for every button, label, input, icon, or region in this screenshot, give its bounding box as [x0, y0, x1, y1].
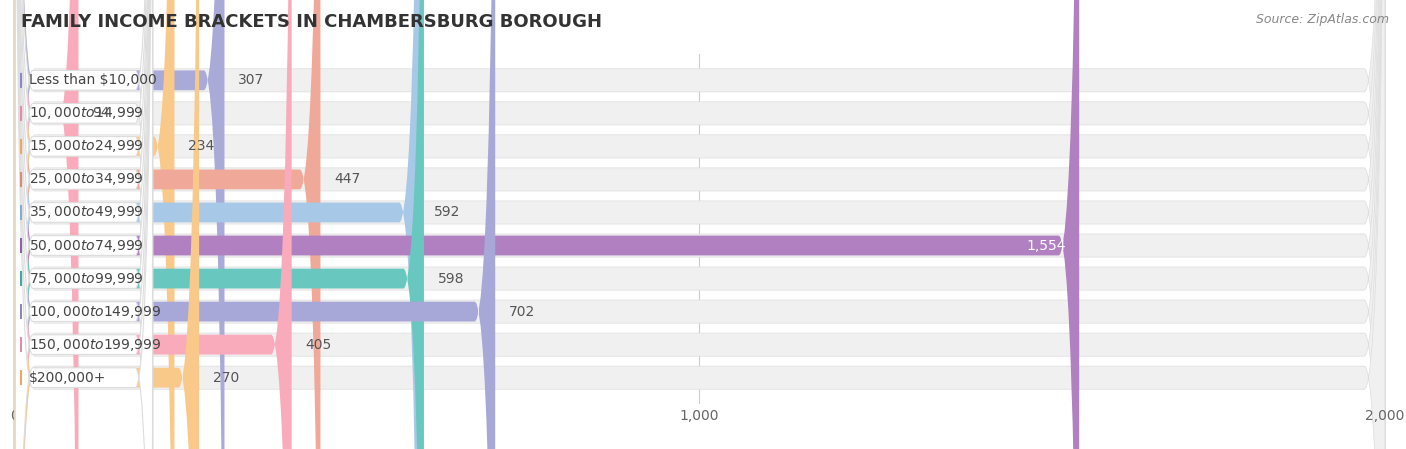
Text: 447: 447 — [335, 172, 360, 186]
FancyBboxPatch shape — [14, 0, 1385, 449]
FancyBboxPatch shape — [14, 0, 495, 449]
Text: FAMILY INCOME BRACKETS IN CHAMBERSBURG BOROUGH: FAMILY INCOME BRACKETS IN CHAMBERSBURG B… — [21, 13, 602, 31]
FancyBboxPatch shape — [14, 0, 1385, 449]
Text: 592: 592 — [433, 206, 460, 220]
FancyBboxPatch shape — [14, 0, 425, 449]
Text: $75,000 to $99,999: $75,000 to $99,999 — [30, 271, 143, 286]
FancyBboxPatch shape — [15, 0, 152, 449]
FancyBboxPatch shape — [14, 0, 79, 449]
FancyBboxPatch shape — [15, 0, 152, 449]
FancyBboxPatch shape — [15, 0, 152, 449]
Text: $150,000 to $199,999: $150,000 to $199,999 — [30, 337, 162, 352]
FancyBboxPatch shape — [15, 0, 152, 449]
FancyBboxPatch shape — [14, 0, 1385, 449]
Text: $15,000 to $24,999: $15,000 to $24,999 — [30, 138, 143, 154]
Text: 405: 405 — [305, 338, 332, 352]
FancyBboxPatch shape — [14, 0, 1385, 449]
Text: $25,000 to $34,999: $25,000 to $34,999 — [30, 172, 143, 187]
FancyBboxPatch shape — [14, 0, 1385, 449]
Text: 270: 270 — [212, 371, 239, 385]
Text: $200,000+: $200,000+ — [30, 371, 107, 385]
FancyBboxPatch shape — [14, 0, 225, 449]
FancyBboxPatch shape — [15, 0, 152, 449]
FancyBboxPatch shape — [14, 0, 1385, 449]
FancyBboxPatch shape — [15, 0, 152, 449]
Text: $100,000 to $149,999: $100,000 to $149,999 — [30, 304, 162, 320]
FancyBboxPatch shape — [14, 0, 200, 449]
FancyBboxPatch shape — [14, 0, 174, 449]
Text: $35,000 to $49,999: $35,000 to $49,999 — [30, 204, 143, 220]
Text: 1,554: 1,554 — [1026, 238, 1066, 252]
Text: Source: ZipAtlas.com: Source: ZipAtlas.com — [1256, 13, 1389, 26]
Text: 702: 702 — [509, 304, 536, 319]
Text: 234: 234 — [188, 139, 214, 154]
FancyBboxPatch shape — [14, 0, 1385, 449]
FancyBboxPatch shape — [15, 0, 152, 449]
Text: 307: 307 — [238, 73, 264, 87]
FancyBboxPatch shape — [15, 0, 152, 449]
FancyBboxPatch shape — [15, 0, 152, 449]
FancyBboxPatch shape — [14, 0, 1385, 449]
FancyBboxPatch shape — [14, 0, 1385, 449]
FancyBboxPatch shape — [15, 0, 152, 449]
Text: $50,000 to $74,999: $50,000 to $74,999 — [30, 238, 143, 254]
Text: $10,000 to $14,999: $10,000 to $14,999 — [30, 106, 143, 121]
FancyBboxPatch shape — [14, 0, 321, 449]
FancyBboxPatch shape — [14, 0, 420, 449]
FancyBboxPatch shape — [14, 0, 1385, 449]
Text: 94: 94 — [93, 106, 110, 120]
Text: Less than $10,000: Less than $10,000 — [30, 73, 157, 87]
FancyBboxPatch shape — [14, 0, 1080, 449]
Text: 598: 598 — [437, 272, 464, 286]
FancyBboxPatch shape — [14, 0, 291, 449]
